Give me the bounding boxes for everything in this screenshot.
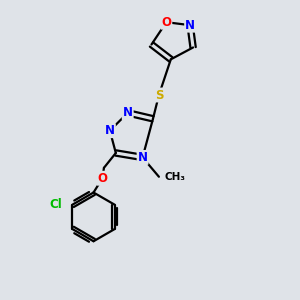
Text: N: N	[123, 106, 133, 119]
Text: N: N	[105, 124, 115, 137]
Text: CH₃: CH₃	[164, 172, 185, 182]
Text: S: S	[155, 88, 163, 101]
Text: O: O	[98, 172, 107, 185]
Text: N: N	[185, 19, 195, 32]
Text: Cl: Cl	[49, 198, 62, 211]
Text: O: O	[161, 16, 171, 29]
Text: N: N	[138, 151, 148, 164]
